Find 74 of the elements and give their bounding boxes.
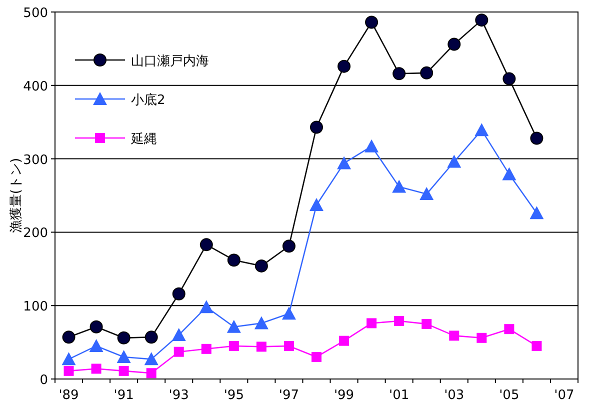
point — [201, 344, 212, 354]
point — [174, 346, 184, 357]
point — [337, 156, 352, 170]
point — [284, 340, 294, 351]
x-tick-label: '05 — [499, 388, 520, 403]
x-tick-label: '93 — [168, 388, 189, 403]
point — [172, 328, 186, 341]
y-tick-label: 0 — [40, 373, 48, 388]
point — [502, 72, 516, 86]
point — [475, 14, 488, 27]
point — [62, 352, 76, 366]
y-tick-label: 200 — [23, 226, 48, 242]
point — [172, 287, 186, 300]
y-axis-title: 漁獲量(トン) — [9, 158, 24, 234]
point — [338, 60, 351, 73]
point — [502, 167, 516, 180]
point — [89, 338, 104, 352]
point — [392, 67, 406, 80]
point — [200, 238, 213, 252]
point — [364, 139, 379, 152]
point — [254, 316, 268, 330]
point — [420, 66, 434, 80]
point — [116, 350, 131, 363]
point — [449, 330, 460, 341]
point — [144, 352, 158, 366]
point — [530, 206, 544, 220]
point — [282, 306, 296, 320]
point — [62, 330, 76, 344]
x-tick-label: '99 — [334, 388, 354, 403]
x-tick-label: '89 — [58, 388, 79, 403]
point — [476, 332, 487, 343]
point — [144, 330, 158, 344]
point — [312, 352, 322, 362]
point — [199, 300, 214, 314]
point — [339, 336, 350, 346]
point — [420, 187, 434, 200]
point — [64, 366, 74, 376]
point — [256, 342, 266, 352]
x-tick-label: '95 — [224, 388, 244, 403]
point — [310, 198, 324, 212]
y-tick-label: 500 — [23, 6, 48, 21]
point — [447, 154, 462, 168]
y-tick-label: 400 — [23, 79, 48, 94]
point — [228, 340, 239, 351]
point — [448, 38, 461, 51]
point — [118, 366, 129, 376]
x-tick-label: '03 — [444, 388, 464, 403]
x-tick-label: '97 — [278, 388, 300, 403]
point — [394, 316, 404, 326]
x-tick-label: '01 — [389, 388, 410, 403]
point — [474, 123, 489, 136]
y-tick-label: 100 — [23, 300, 48, 315]
point — [504, 324, 514, 334]
point — [254, 259, 268, 272]
point — [90, 320, 103, 334]
point — [226, 320, 241, 333]
legend-label: 山口瀬戸内海 — [131, 54, 209, 69]
point — [532, 340, 542, 351]
point — [117, 331, 130, 344]
point — [227, 254, 240, 267]
legend-label: 延縄 — [130, 132, 157, 147]
x-tick-label: '07 — [554, 388, 574, 403]
point — [146, 368, 156, 378]
legend-label: 小底2 — [131, 93, 166, 108]
point — [422, 318, 432, 329]
point — [91, 364, 102, 374]
point — [366, 318, 377, 328]
y-tick-label: 300 — [23, 152, 48, 168]
x-tick-label: '91 — [114, 388, 134, 403]
point — [530, 132, 544, 145]
point — [365, 16, 378, 29]
point — [392, 180, 406, 193]
point — [282, 240, 296, 253]
point — [310, 120, 323, 134]
